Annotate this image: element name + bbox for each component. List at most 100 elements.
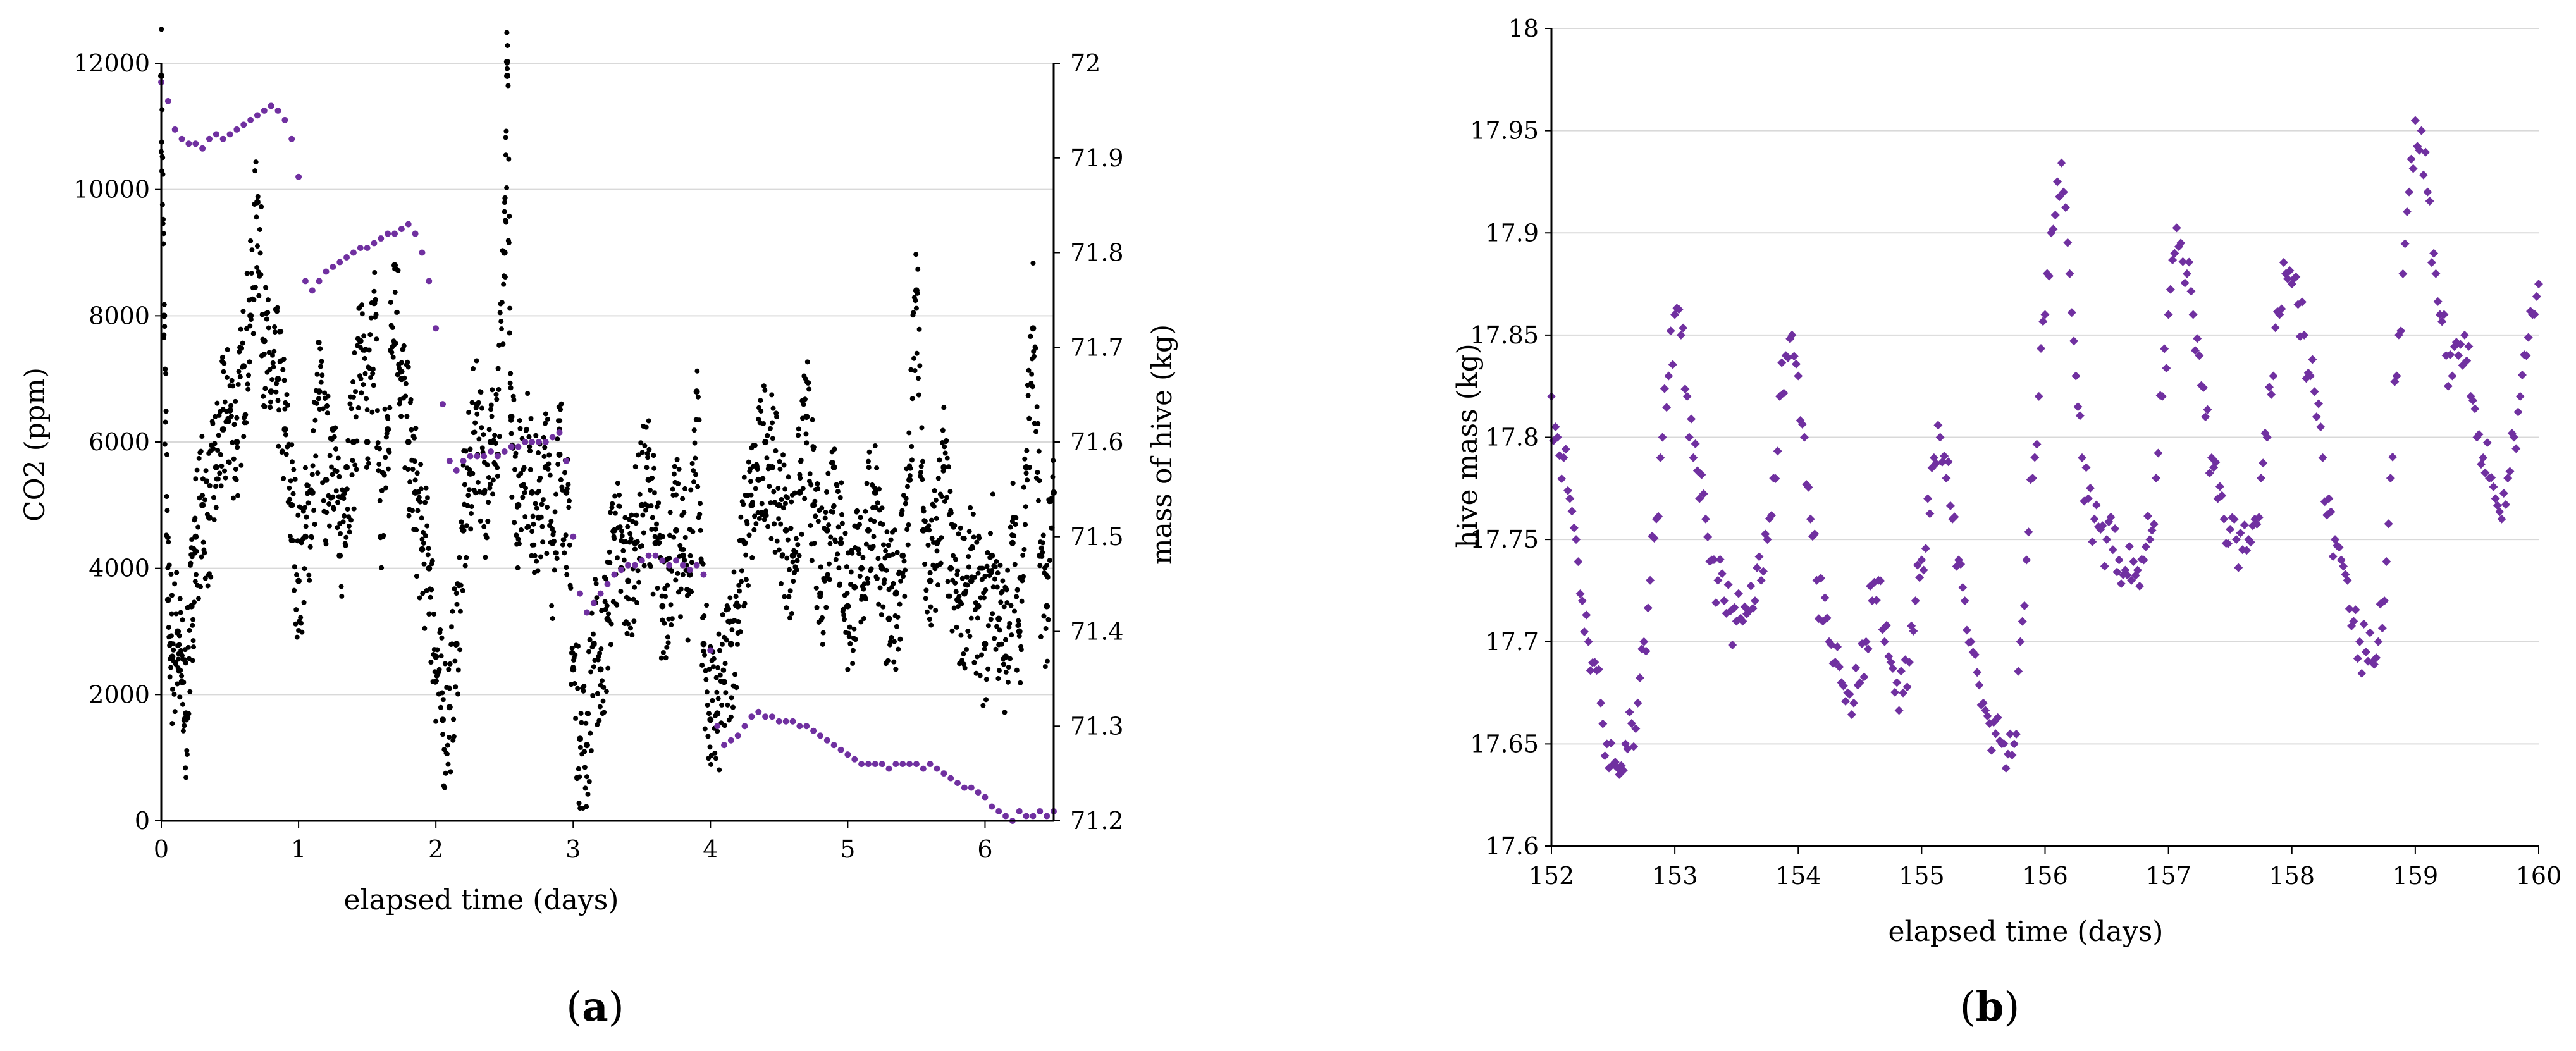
- co2-point: [644, 451, 650, 457]
- hive-mass-point: [261, 107, 268, 114]
- co2-point: [234, 415, 240, 421]
- co2-point: [405, 364, 411, 370]
- co2-point: [944, 438, 949, 443]
- co2-point: [524, 426, 529, 432]
- co2-point: [405, 359, 410, 365]
- co2-point: [806, 380, 811, 386]
- co2-point: [972, 607, 978, 613]
- co2-point: [856, 546, 861, 552]
- co2-point: [715, 728, 720, 734]
- hive-mass-point: [1944, 457, 1953, 467]
- chart-a-y-tick-label: 2000: [89, 680, 150, 708]
- co2-point: [939, 535, 944, 541]
- hive-mass-point: [934, 765, 940, 772]
- co2-point: [468, 526, 474, 532]
- co2-point: [743, 552, 749, 558]
- co2-point: [1014, 594, 1020, 599]
- co2-point: [200, 493, 206, 498]
- hive-mass-point: [2532, 292, 2541, 301]
- co2-point: [712, 750, 718, 756]
- co2-point: [404, 414, 410, 419]
- co2-point: [484, 535, 490, 541]
- co2-point: [669, 616, 675, 622]
- co2-point: [688, 487, 694, 493]
- co2-point: [282, 406, 288, 412]
- co2-point: [523, 485, 529, 491]
- co2-point: [346, 523, 352, 529]
- co2-point: [927, 527, 932, 533]
- co2-point: [891, 581, 896, 586]
- hive-mass-point: [2390, 377, 2400, 386]
- co2-point: [579, 720, 584, 725]
- co2-point: [962, 665, 968, 671]
- co2-point: [302, 465, 308, 470]
- co2-point: [660, 534, 666, 539]
- co2-point: [262, 403, 268, 409]
- co2-point: [833, 539, 839, 544]
- co2-point: [992, 576, 997, 582]
- chart-a-x-tick-label: 6: [977, 835, 992, 863]
- hive-mass-point: [1976, 700, 1986, 710]
- co2-point: [496, 342, 502, 348]
- co2-point: [254, 214, 259, 220]
- hive-mass-point: [2019, 601, 2029, 610]
- co2-point: [336, 474, 342, 479]
- co2-point: [323, 541, 329, 547]
- co2-point: [507, 305, 513, 311]
- co2-point: [847, 641, 853, 647]
- co2-point: [500, 341, 506, 347]
- co2-point: [290, 538, 295, 543]
- hive-mass-point: [611, 571, 618, 578]
- hive-mass-point: [1557, 474, 1567, 484]
- co2-point: [727, 641, 734, 648]
- co2-point: [161, 302, 167, 307]
- hive-mass-point: [2419, 170, 2428, 180]
- hive-mass-point: [1750, 596, 1759, 606]
- hive-mass-point: [2116, 579, 2126, 589]
- co2-point: [451, 734, 457, 739]
- co2-point: [1025, 393, 1031, 398]
- co2-point: [359, 302, 365, 308]
- co2-point: [191, 644, 197, 650]
- co2-point: [403, 393, 409, 399]
- co2-point: [178, 648, 184, 653]
- co2-point: [504, 72, 511, 79]
- co2-point: [944, 495, 949, 500]
- hive-mass-point: [995, 808, 1002, 815]
- co2-point: [233, 466, 238, 472]
- co2-point: [634, 539, 640, 544]
- co2-point: [262, 386, 268, 391]
- co2-point: [770, 405, 776, 411]
- co2-point: [802, 496, 808, 501]
- co2-point: [546, 461, 552, 467]
- co2-point: [445, 742, 450, 748]
- hive-mass-point: [1687, 414, 1696, 424]
- co2-point: [665, 634, 670, 640]
- co2-point: [1022, 456, 1028, 462]
- hive-mass-point: [1569, 523, 1579, 532]
- hive-mass-point: [240, 121, 247, 128]
- co2-point: [178, 610, 183, 615]
- hive-mass-point: [2162, 364, 2171, 373]
- hive-mass-point: [1962, 625, 1971, 635]
- co2-point: [280, 367, 286, 372]
- co2-point: [832, 446, 837, 452]
- hive-mass-point: [2166, 285, 2175, 294]
- co2-point: [949, 628, 955, 634]
- co2-point: [489, 414, 495, 419]
- co2-point: [239, 364, 245, 370]
- co2-point: [561, 537, 567, 543]
- chart-a-xlabel: elapsed time (days): [344, 884, 619, 916]
- co2-point: [608, 642, 613, 648]
- co2-point: [468, 511, 474, 517]
- hive-mass-point: [1882, 620, 1892, 630]
- co2-point: [529, 489, 536, 496]
- co2-point: [377, 498, 383, 503]
- hive-mass-point: [2188, 310, 2198, 319]
- hive-mass-point: [2524, 333, 2533, 342]
- co2-point: [915, 266, 921, 272]
- hive-mass-point: [2149, 519, 2159, 529]
- hive-mass-point: [1828, 658, 1838, 668]
- co2-point: [1021, 484, 1026, 490]
- co2-point: [204, 478, 210, 484]
